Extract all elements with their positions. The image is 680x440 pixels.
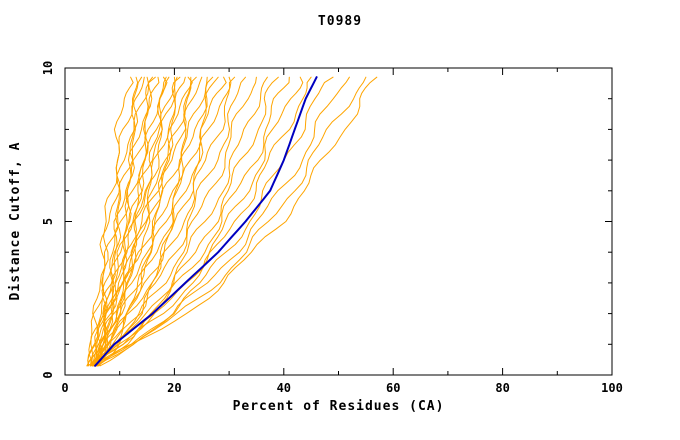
model-curve bbox=[91, 76, 178, 367]
x-tick-label: 20 bbox=[167, 381, 181, 395]
y-tick-label: 0 bbox=[41, 371, 55, 378]
y-axis-label: Distance Cutoff, A bbox=[8, 141, 23, 301]
model-curve bbox=[92, 76, 378, 367]
model-curve bbox=[89, 76, 153, 367]
model-curve bbox=[95, 76, 208, 367]
model-curve bbox=[93, 76, 236, 367]
model-curve bbox=[98, 76, 214, 367]
model-curve bbox=[91, 76, 290, 367]
model-curve bbox=[91, 76, 334, 367]
model-curve bbox=[92, 76, 134, 367]
x-tick-label: 0 bbox=[61, 381, 68, 395]
model-curve bbox=[87, 76, 143, 367]
model-curve bbox=[97, 76, 304, 367]
model-curve bbox=[97, 76, 257, 367]
chart-title: T0989 bbox=[317, 14, 363, 29]
x-tick-label: 60 bbox=[386, 381, 400, 395]
model-curve bbox=[96, 76, 227, 367]
model-curve bbox=[90, 76, 219, 367]
y-tick-label: 10 bbox=[41, 61, 55, 75]
x-tick-label: 80 bbox=[495, 381, 509, 395]
highlight-model-curve bbox=[94, 76, 318, 367]
model-curve bbox=[96, 76, 193, 367]
model-curve bbox=[87, 76, 246, 367]
model-curve bbox=[92, 76, 350, 367]
model-curve bbox=[90, 76, 312, 367]
x-tick-label: 40 bbox=[277, 381, 291, 395]
model-curve bbox=[95, 76, 268, 367]
model-curve bbox=[94, 76, 232, 367]
model-curve bbox=[92, 76, 203, 367]
x-tick-label: 100 bbox=[601, 381, 623, 395]
x-axis-label: Percent of Residues (CA) bbox=[232, 399, 445, 414]
model-curve bbox=[88, 76, 139, 367]
model-curve bbox=[99, 76, 367, 367]
y-tick-label: 5 bbox=[41, 218, 55, 225]
